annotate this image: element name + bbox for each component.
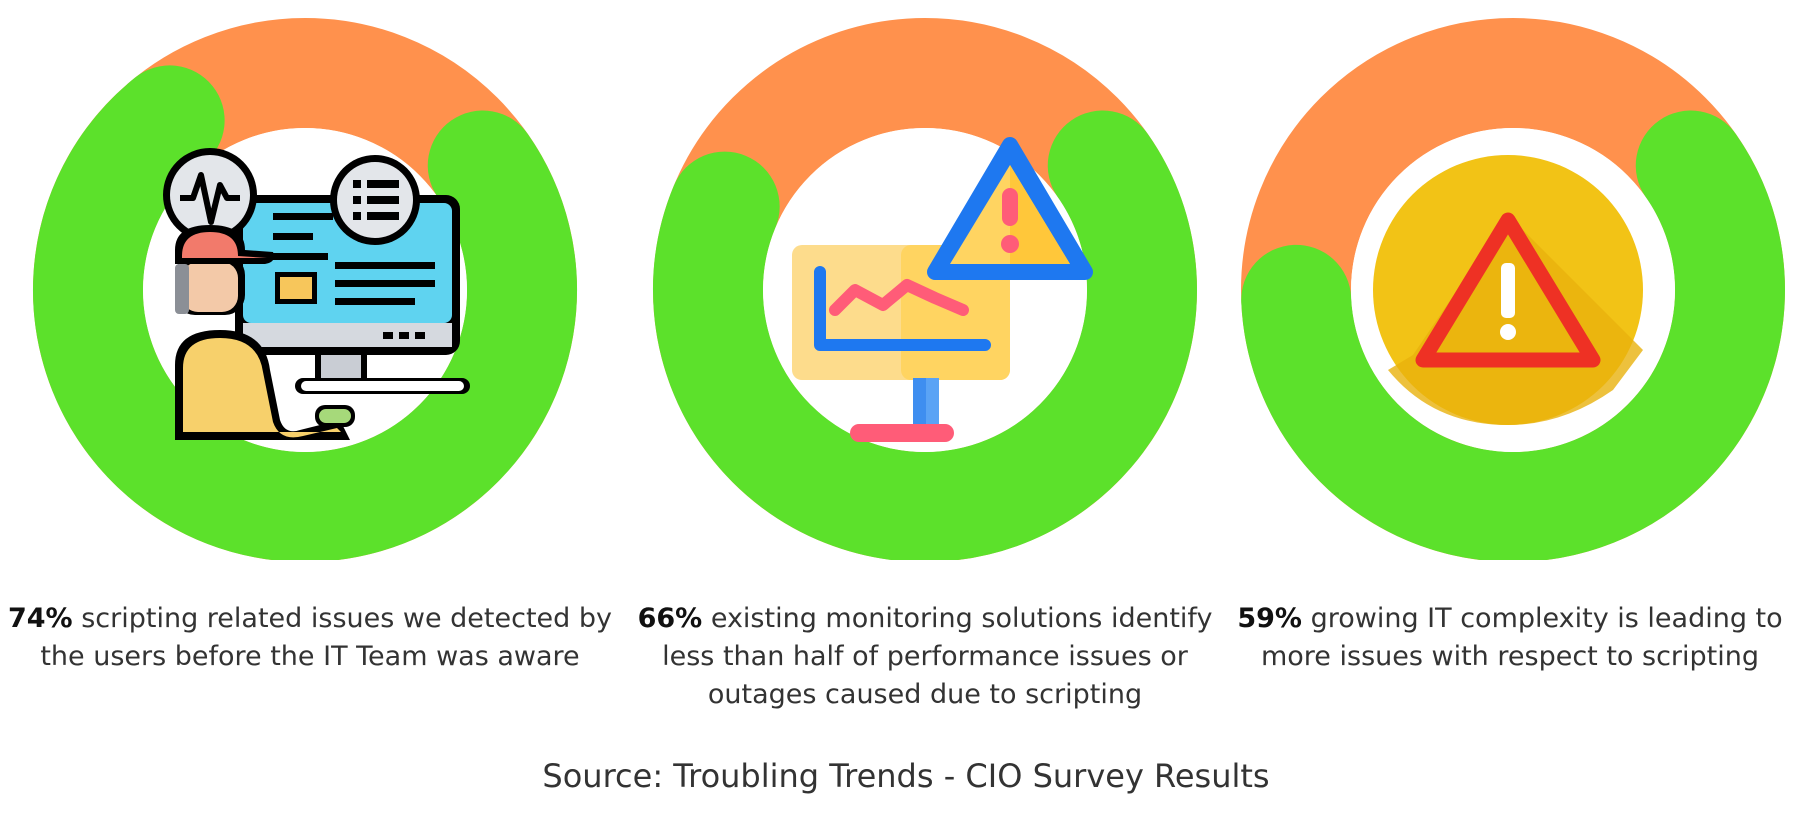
source-note: Source: Troubling Trends - CIO Survey Re… xyxy=(542,757,1270,795)
stat-text: scripting related issues we detected by … xyxy=(40,603,612,672)
donut-value-arc xyxy=(1241,110,1785,560)
stat-percent: 74% xyxy=(7,603,73,634)
stat-card-3 xyxy=(1233,0,1793,560)
stat-percent: 59% xyxy=(1237,603,1302,634)
stat-card-1 xyxy=(25,0,585,560)
donut-value-arc xyxy=(653,110,1197,560)
donut-chart-3 xyxy=(1241,18,1785,560)
warning-triangle-icon xyxy=(1373,155,1643,425)
donut-chart-2 xyxy=(653,18,1197,560)
stat-card-2 xyxy=(645,0,1205,560)
stat-caption-1: 74% scripting related issues we detected… xyxy=(0,600,620,676)
it-support-monitor-icon xyxy=(163,148,470,440)
donut-value-arc xyxy=(33,65,577,560)
stat-text: existing monitoring solutions identify l… xyxy=(662,603,1213,710)
donut-chart-1 xyxy=(33,18,577,560)
stat-caption-2: 66% existing monitoring solutions identi… xyxy=(615,600,1235,714)
stat-text: growing IT complexity is leading to more… xyxy=(1260,603,1783,672)
stat-caption-3: 59% growing IT complexity is leading to … xyxy=(1200,600,1812,676)
stat-percent: 66% xyxy=(637,603,703,634)
warning-chart-monitor-icon xyxy=(792,137,1093,442)
